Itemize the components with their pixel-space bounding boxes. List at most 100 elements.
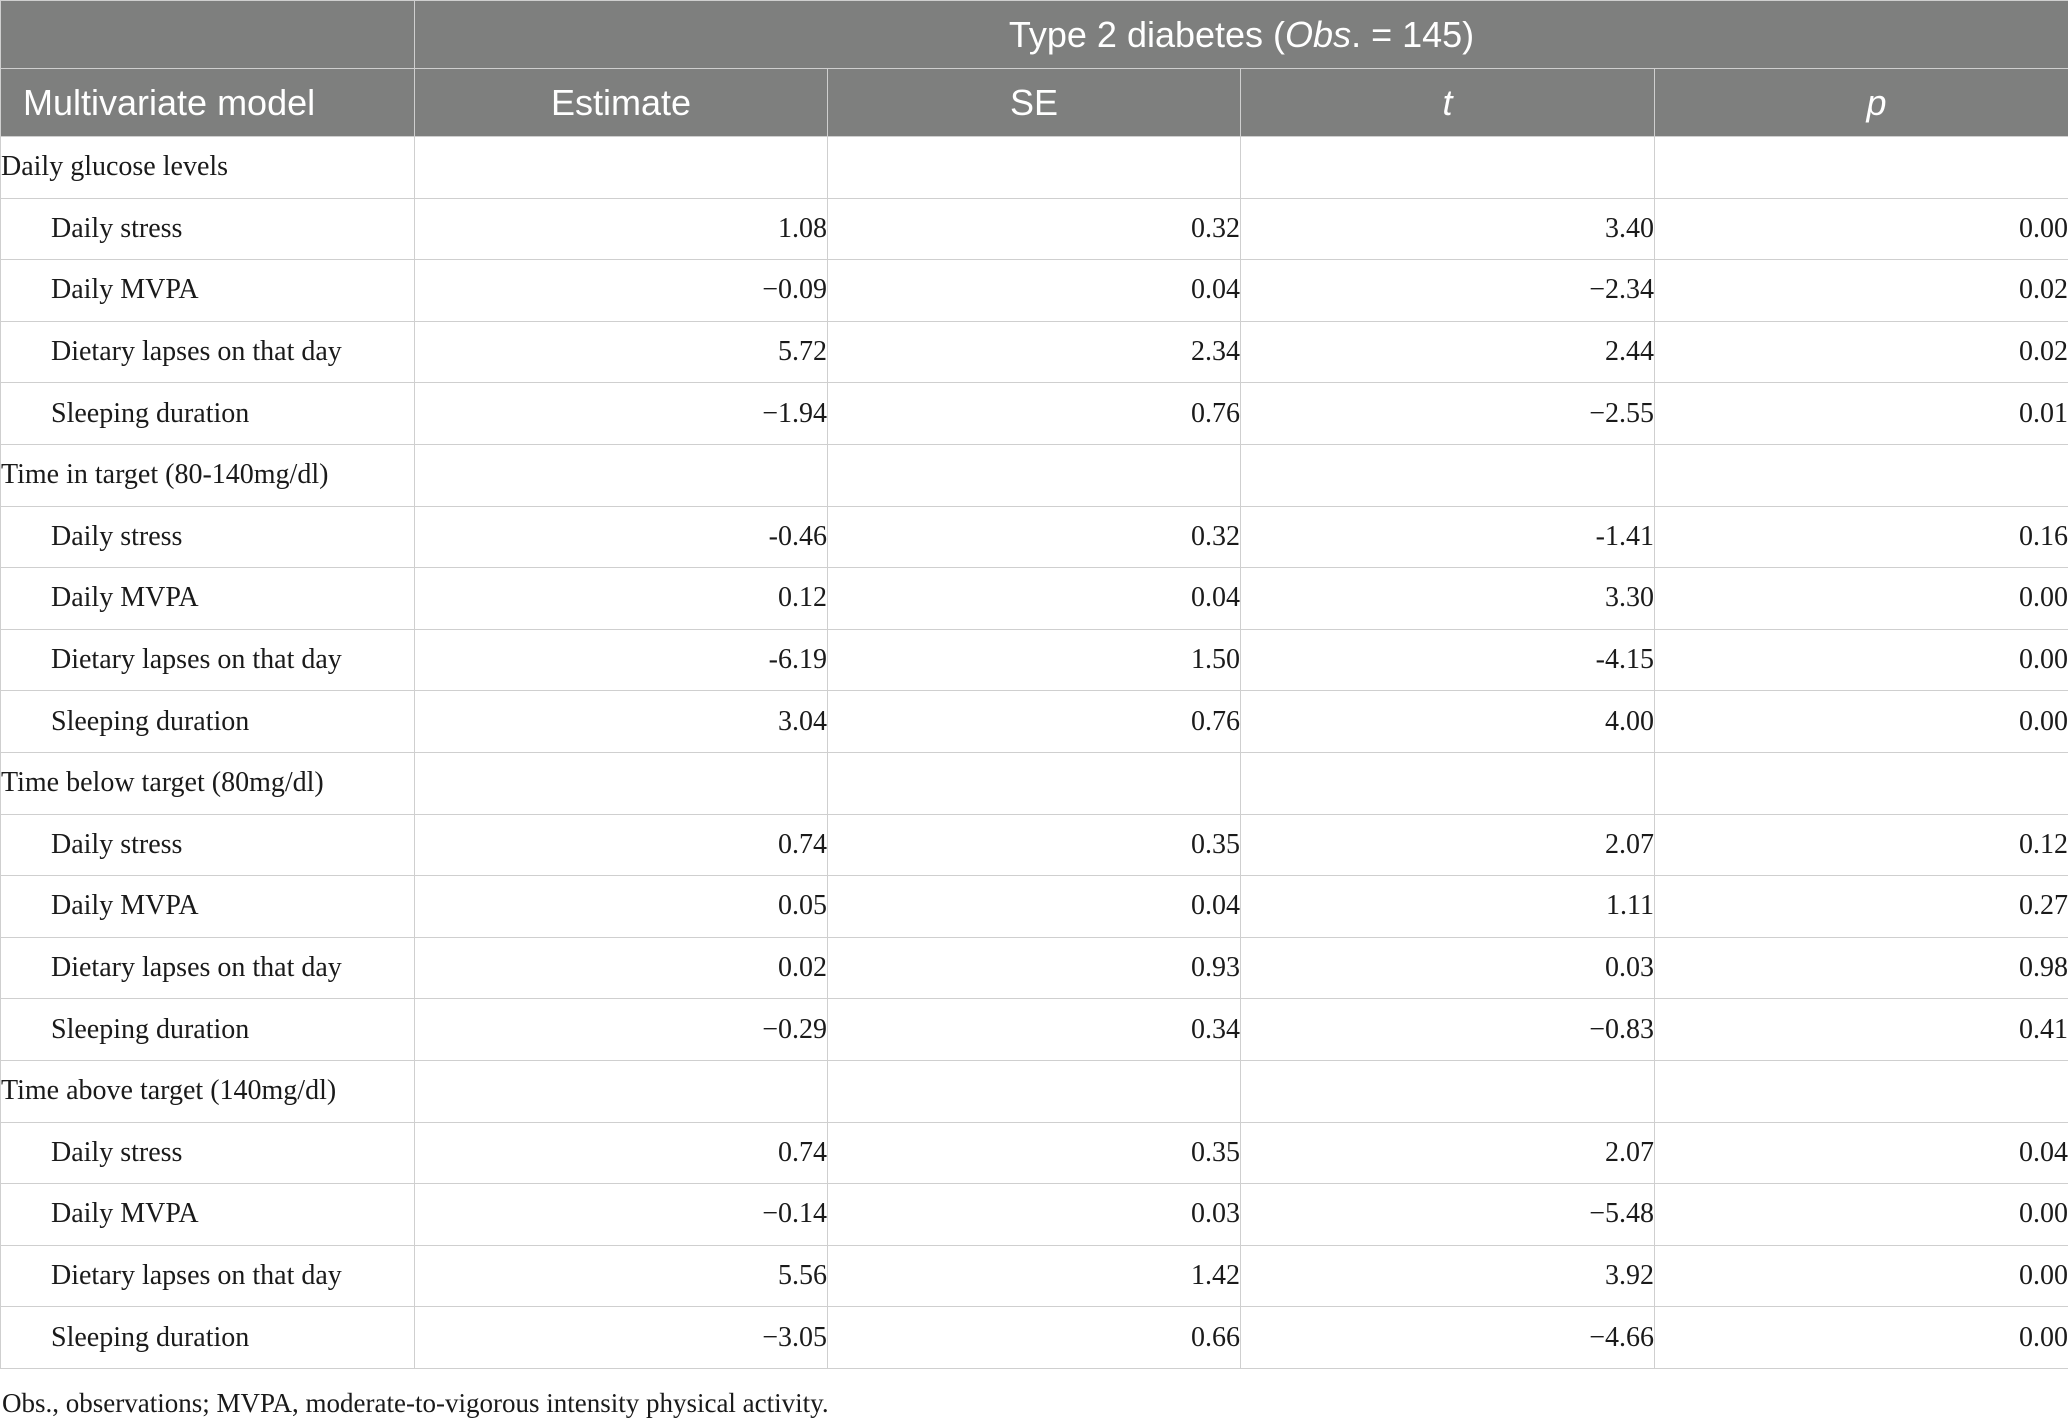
estimate-cell: -6.19 [414, 628, 828, 692]
p-cell: 0.16 [1653, 505, 2068, 569]
row-label: Daily stress [0, 197, 415, 261]
section-title: Time in target (80-140mg/dl) [0, 443, 415, 507]
column-header-model: Multivariate model [0, 68, 415, 137]
row-label: Sleeping duration [0, 382, 415, 445]
p-cell: 0.27 [1653, 875, 2068, 938]
se-cell: 0.34 [827, 998, 1241, 1061]
t-cell: 2.07 [1240, 1121, 1655, 1185]
empty-cell [1240, 443, 1655, 507]
table-row: Daily MVPA −0.14 0.03 −5.48 0.00 [0, 1183, 2068, 1246]
empty-cell [414, 1059, 828, 1123]
column-header-p-label: p [1866, 81, 1887, 123]
table-row: Dietary lapses on that day 0.02 0.93 0.03 0.… [0, 936, 2068, 1000]
empty-cell [1653, 443, 2068, 507]
se-cell: 0.35 [827, 1121, 1241, 1185]
t-cell: −2.34 [1240, 259, 1655, 322]
row-label: Daily stress [0, 505, 415, 569]
p-cell: 0.02 [1653, 320, 2068, 384]
estimate-cell: 1.08 [414, 197, 828, 261]
se-cell: 0.04 [827, 567, 1241, 630]
column-header-estimate: Estimate [414, 68, 828, 137]
row-label: Dietary lapses on that day [0, 1244, 415, 1308]
estimate-cell: 0.05 [414, 875, 828, 938]
table-header: Type 2 diabetes (Obs. = 145) Multivariat… [0, 0, 2068, 137]
p-cell: 0.00 [1653, 690, 2068, 753]
empty-cell [414, 443, 828, 507]
p-cell: 0.01 [1653, 382, 2068, 445]
estimate-cell: −3.05 [414, 1306, 828, 1369]
t-cell: −0.83 [1240, 998, 1655, 1061]
empty-cell [414, 136, 828, 199]
estimate-cell: -0.46 [414, 505, 828, 569]
empty-cell [827, 751, 1241, 815]
table-row: Dietary lapses on that day -6.19 1.50 -4.15… [0, 628, 2068, 692]
p-cell: 0.98 [1653, 936, 2068, 1000]
se-cell: 0.04 [827, 875, 1241, 938]
section-title: Time above target (140mg/dl) [0, 1059, 415, 1123]
group-title-suffix: . = 145) [1351, 13, 1475, 55]
estimate-cell: 3.04 [414, 690, 828, 753]
t-cell: −5.48 [1240, 1183, 1655, 1246]
row-label: Sleeping duration [0, 998, 415, 1061]
empty-cell [827, 136, 1241, 199]
p-cell: 0.12 [1653, 813, 2068, 877]
row-label: Dietary lapses on that day [0, 320, 415, 384]
estimate-cell: −0.29 [414, 998, 828, 1061]
table-row: Dietary lapses on that day 5.56 1.42 3.92 0.… [0, 1244, 2068, 1308]
section-header-row: Time above target (140mg/dl) [0, 1059, 2068, 1123]
group-title-prefix: Type 2 diabetes ( [1008, 13, 1286, 55]
estimate-cell: −0.09 [414, 259, 828, 322]
row-label: Daily MVPA [0, 567, 415, 630]
estimate-cell: 0.74 [414, 1121, 828, 1185]
row-label: Daily MVPA [0, 1183, 415, 1246]
p-cell: 0.00 [1653, 1244, 2068, 1308]
t-cell: 4.00 [1240, 690, 1655, 753]
se-cell: 0.32 [827, 197, 1241, 261]
p-cell: 0.41 [1653, 998, 2068, 1061]
row-label: Daily stress [0, 813, 415, 877]
t-cell: 3.30 [1240, 567, 1655, 630]
se-cell: 0.66 [827, 1306, 1241, 1369]
empty-cell [1653, 751, 2068, 815]
se-cell: 0.76 [827, 690, 1241, 753]
header-group-title: Type 2 diabetes (Obs. = 145) [413, 0, 2068, 69]
table-row: Daily stress 0.74 0.35 2.07 0.12 [0, 813, 2068, 877]
empty-cell [1240, 136, 1655, 199]
t-cell: -4.15 [1240, 628, 1655, 692]
t-cell: −4.66 [1240, 1306, 1655, 1369]
group-title-italic: Obs [1285, 13, 1352, 55]
empty-cell [827, 1059, 1241, 1123]
empty-cell [1653, 136, 2068, 199]
empty-cell [1653, 1059, 2068, 1123]
p-cell: 0.00 [1653, 567, 2068, 630]
column-header-t-label: t [1442, 81, 1453, 123]
se-cell: 0.32 [827, 505, 1241, 569]
p-cell: 0.04 [1653, 1121, 2068, 1185]
empty-cell [827, 443, 1241, 507]
t-cell: 2.44 [1240, 320, 1655, 384]
table-row: Daily MVPA −0.09 0.04 −2.34 0.02 [0, 259, 2068, 322]
se-cell: 1.50 [827, 628, 1241, 692]
table-row: Sleeping duration −0.29 0.34 −0.83 0.41 [0, 998, 2068, 1061]
section-header-row: Daily glucose levels [0, 136, 2068, 199]
table-row: Daily stress -0.46 0.32 -1.41 0.16 [0, 505, 2068, 569]
se-cell: 0.93 [827, 936, 1241, 1000]
table-row: Daily stress 1.08 0.32 3.40 0.00 [0, 197, 2068, 261]
p-cell: 0.00 [1653, 1306, 2068, 1369]
se-cell: 1.42 [827, 1244, 1241, 1308]
estimate-cell: 0.74 [414, 813, 828, 877]
table-row: Daily MVPA 0.12 0.04 3.30 0.00 [0, 567, 2068, 630]
table-row: Sleeping duration 3.04 0.76 4.00 0.00 [0, 690, 2068, 753]
section-header-row: Time below target (80mg/dl) [0, 751, 2068, 815]
t-cell: −2.55 [1240, 382, 1655, 445]
table-footnote: Obs., observations; MVPA, moderate-to-vi… [2, 1388, 829, 1418]
p-cell: 0.00 [1653, 628, 2068, 692]
t-cell: 0.03 [1240, 936, 1655, 1000]
header-group-row: Type 2 diabetes (Obs. = 145) [0, 0, 2068, 69]
section-header-row: Time in target (80-140mg/dl) [0, 443, 2068, 507]
estimate-cell: 0.02 [414, 936, 828, 1000]
row-label: Sleeping duration [0, 1306, 415, 1369]
p-cell: 0.00 [1653, 1183, 2068, 1246]
se-cell: 0.04 [827, 259, 1241, 322]
